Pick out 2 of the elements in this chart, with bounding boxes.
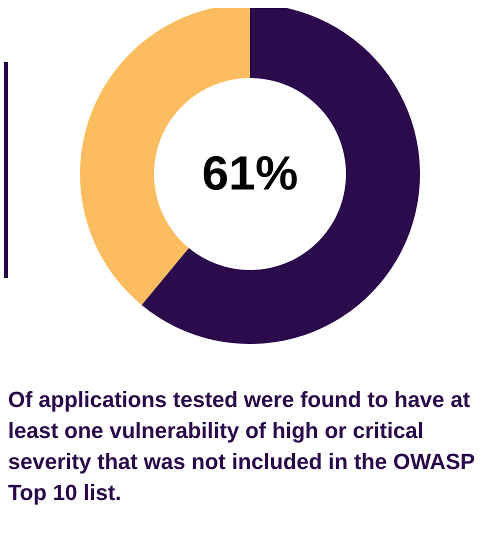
data-label: 61% — [202, 148, 298, 200]
text: Of applications tested were found to have at least one vulnerability of high or critical severity that was not included in the OWASP Top 10 list. — [8, 386, 476, 507]
